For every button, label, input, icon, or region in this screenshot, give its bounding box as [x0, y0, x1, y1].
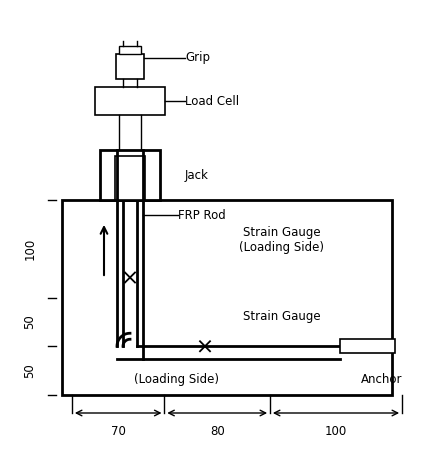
- Text: Grip: Grip: [185, 52, 210, 65]
- Bar: [340, 339, 395, 353]
- Bar: [119, 46, 141, 54]
- Text: 100: 100: [325, 425, 347, 438]
- Text: FRP Rod: FRP Rod: [178, 208, 226, 221]
- Bar: [116, 54, 144, 79]
- Text: Strain Gauge
(Loading Side): Strain Gauge (Loading Side): [240, 226, 325, 254]
- Text: Anchor: Anchor: [361, 372, 403, 385]
- Bar: [95, 87, 165, 115]
- Bar: [100, 150, 160, 200]
- Bar: [115, 156, 145, 200]
- Text: 50: 50: [23, 363, 37, 378]
- Text: 100: 100: [23, 238, 37, 260]
- Text: 70: 70: [111, 425, 126, 438]
- Text: Jack: Jack: [185, 168, 209, 181]
- Text: Strain Gauge: Strain Gauge: [243, 310, 321, 323]
- Text: 50: 50: [23, 314, 37, 329]
- Text: Load Cell: Load Cell: [185, 94, 239, 107]
- Bar: [62, 200, 392, 395]
- Text: (Loading Side): (Loading Side): [134, 372, 219, 385]
- Text: 80: 80: [210, 425, 224, 438]
